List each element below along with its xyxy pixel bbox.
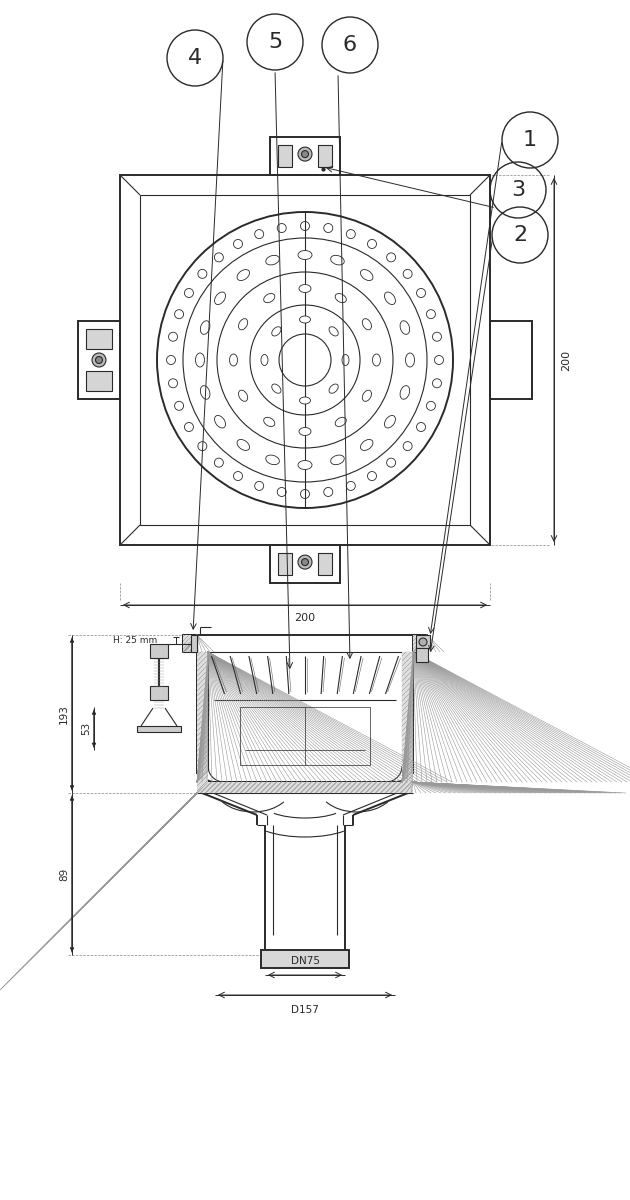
Ellipse shape	[335, 294, 347, 302]
Text: 6: 6	[343, 35, 357, 55]
Circle shape	[92, 353, 106, 367]
Ellipse shape	[331, 455, 344, 464]
Circle shape	[419, 638, 427, 646]
Bar	[120, 175, 490, 545]
Circle shape	[302, 150, 309, 157]
Text: 193: 193	[59, 704, 69, 724]
Bar	[413, 635, 427, 652]
Ellipse shape	[237, 270, 249, 281]
Ellipse shape	[195, 353, 205, 367]
Bar	[270, 545, 340, 583]
Bar	[140, 194, 470, 526]
Bar	[78, 320, 120, 398]
Ellipse shape	[200, 385, 210, 400]
Ellipse shape	[406, 353, 415, 367]
Bar	[191, 635, 197, 652]
Bar	[183, 635, 197, 652]
Ellipse shape	[342, 354, 349, 366]
Ellipse shape	[239, 319, 248, 330]
Text: 3: 3	[511, 180, 525, 200]
Ellipse shape	[372, 354, 381, 366]
Bar	[413, 635, 427, 652]
Bar	[150, 644, 168, 658]
Ellipse shape	[362, 390, 372, 401]
Ellipse shape	[362, 319, 372, 330]
Text: 1: 1	[523, 130, 537, 150]
Bar	[402, 652, 413, 782]
Ellipse shape	[215, 292, 226, 305]
Text: D157: D157	[291, 1006, 319, 1015]
Bar	[318, 553, 332, 575]
Bar	[197, 652, 208, 782]
Text: 2: 2	[513, 226, 527, 245]
Bar	[416, 648, 428, 662]
Ellipse shape	[215, 415, 226, 428]
Ellipse shape	[384, 415, 396, 428]
Ellipse shape	[299, 284, 311, 293]
Ellipse shape	[237, 439, 249, 450]
Circle shape	[298, 148, 312, 161]
Bar	[150, 686, 168, 700]
Bar	[197, 782, 413, 793]
Ellipse shape	[272, 384, 281, 394]
Ellipse shape	[229, 354, 238, 366]
Ellipse shape	[298, 251, 312, 259]
Bar	[416, 635, 430, 648]
Bar	[183, 635, 197, 652]
Ellipse shape	[239, 390, 248, 401]
Ellipse shape	[360, 270, 373, 281]
Circle shape	[298, 556, 312, 569]
Bar	[318, 145, 332, 167]
Ellipse shape	[299, 316, 311, 323]
Bar	[270, 137, 340, 175]
Ellipse shape	[331, 256, 344, 265]
Ellipse shape	[264, 418, 275, 426]
Text: DN75: DN75	[290, 956, 319, 966]
Bar	[86, 329, 112, 349]
Bar	[278, 553, 292, 575]
Ellipse shape	[299, 397, 311, 404]
Bar	[261, 950, 349, 968]
Ellipse shape	[299, 427, 311, 436]
Ellipse shape	[200, 320, 210, 335]
Bar	[86, 371, 112, 391]
Ellipse shape	[264, 294, 275, 302]
Bar	[240, 707, 370, 766]
Ellipse shape	[400, 320, 410, 335]
Text: 5: 5	[268, 32, 282, 52]
Ellipse shape	[400, 385, 410, 400]
Circle shape	[302, 559, 309, 565]
Ellipse shape	[266, 256, 279, 265]
Ellipse shape	[261, 354, 268, 366]
Circle shape	[96, 356, 103, 364]
Text: 200: 200	[294, 613, 316, 623]
Text: 200: 200	[561, 349, 571, 371]
Ellipse shape	[329, 384, 338, 394]
Bar	[137, 726, 181, 732]
Ellipse shape	[272, 326, 281, 336]
Text: 53: 53	[81, 722, 91, 736]
Text: 89: 89	[59, 868, 69, 881]
Ellipse shape	[266, 455, 279, 464]
Text: H: 25 mm: H: 25 mm	[113, 636, 157, 646]
Ellipse shape	[360, 439, 373, 450]
Text: 4: 4	[188, 48, 202, 68]
Ellipse shape	[298, 461, 312, 469]
Ellipse shape	[329, 326, 338, 336]
Bar	[278, 145, 292, 167]
Ellipse shape	[384, 292, 396, 305]
Bar	[490, 320, 532, 398]
Ellipse shape	[335, 418, 347, 426]
